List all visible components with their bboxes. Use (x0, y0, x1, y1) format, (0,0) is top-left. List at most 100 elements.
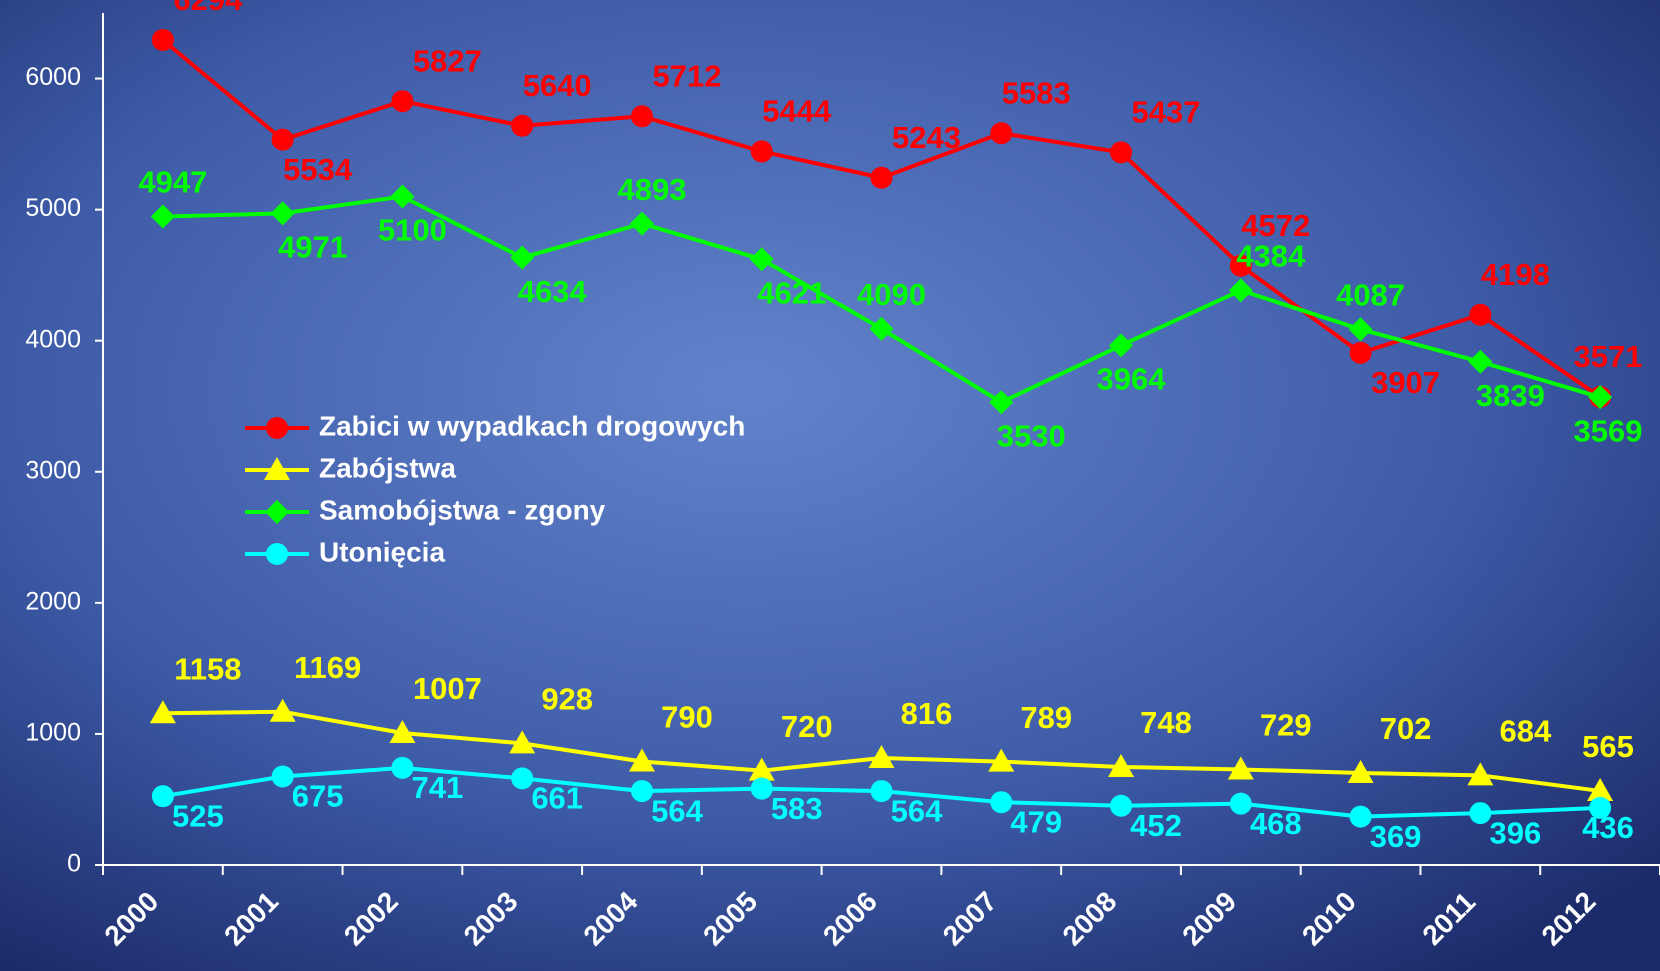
marker (511, 114, 534, 137)
marker (1110, 794, 1133, 817)
data-label: 4384 (1236, 239, 1306, 274)
legend-label: Zabici w wypadkach drogowych (319, 410, 745, 441)
data-label: 583 (771, 791, 823, 826)
data-label: 436 (1582, 810, 1634, 845)
data-label: 564 (651, 793, 703, 828)
marker (149, 700, 176, 724)
marker (1348, 317, 1373, 342)
marker (264, 457, 290, 480)
data-label: 4893 (617, 172, 686, 207)
marker (389, 720, 416, 744)
marker (629, 211, 654, 236)
marker (1587, 777, 1614, 801)
marker (750, 777, 773, 800)
data-label: 564 (891, 793, 943, 828)
data-label: 661 (531, 781, 583, 816)
data-label: 702 (1380, 711, 1432, 746)
marker (868, 745, 895, 769)
marker (630, 105, 653, 128)
data-label: 5640 (523, 68, 592, 103)
marker (1229, 254, 1252, 277)
data-label: 3569 (1574, 413, 1643, 448)
y-tick-label: 5000 (25, 194, 81, 222)
marker (1110, 141, 1133, 164)
marker (1228, 278, 1253, 303)
data-label: 6294 (173, 0, 243, 17)
data-label: 369 (1370, 819, 1422, 854)
marker (630, 780, 653, 803)
data-label: 4621 (757, 275, 826, 310)
marker (1227, 756, 1254, 780)
marker (509, 730, 536, 754)
marker (870, 166, 893, 189)
marker (1468, 349, 1493, 374)
data-label: 5712 (652, 58, 721, 93)
data-label: 684 (1499, 714, 1551, 749)
marker (1588, 385, 1613, 410)
y-tick-label: 4000 (25, 325, 81, 353)
marker (271, 128, 294, 151)
data-label: 5444 (762, 94, 832, 129)
marker (390, 184, 415, 209)
data-label: 748 (1140, 705, 1192, 740)
y-tick-label: 3000 (25, 456, 81, 484)
data-label: 790 (661, 700, 713, 735)
marker (391, 90, 414, 113)
marker (1108, 753, 1135, 777)
data-label: 5534 (283, 152, 353, 187)
data-label: 720 (781, 709, 833, 744)
marker (749, 247, 774, 272)
marker (990, 122, 1013, 145)
data-label: 3964 (1097, 362, 1167, 397)
marker (150, 204, 175, 229)
data-label: 525 (172, 798, 224, 833)
marker (1229, 792, 1252, 815)
data-label: 5100 (378, 213, 447, 248)
marker (1589, 796, 1612, 819)
data-label: 5437 (1132, 95, 1201, 130)
data-label: 4090 (857, 277, 926, 312)
marker (271, 765, 294, 788)
data-label: 4198 (1481, 257, 1550, 292)
data-label: 928 (541, 682, 593, 717)
data-label: 729 (1260, 708, 1312, 743)
data-label: 5583 (1002, 75, 1071, 110)
y-tick-label: 2000 (25, 587, 81, 615)
marker (1349, 341, 1372, 364)
marker (1109, 333, 1134, 358)
marker (870, 780, 893, 803)
data-label: 4087 (1336, 277, 1405, 312)
data-label: 675 (292, 779, 344, 814)
data-label: 468 (1250, 806, 1302, 841)
marker (628, 748, 655, 772)
data-label: 1158 (174, 651, 241, 686)
data-label: 3839 (1476, 378, 1545, 413)
data-label: 4971 (278, 230, 347, 265)
marker (269, 698, 296, 722)
marker (1469, 802, 1492, 825)
legend-label: Zabójstwa (319, 452, 456, 483)
marker (1469, 303, 1492, 326)
marker (1347, 759, 1374, 783)
marker (988, 748, 1015, 772)
data-label: 3530 (997, 418, 1066, 453)
legend-label: Samobójstwa - zgony (319, 494, 606, 525)
marker (750, 140, 773, 163)
marker (511, 767, 534, 790)
data-label: 3571 (1574, 339, 1643, 374)
data-label: 1007 (413, 671, 482, 706)
y-tick-label: 1000 (25, 719, 81, 747)
marker (1467, 762, 1494, 786)
marker (990, 791, 1013, 814)
marker (391, 756, 414, 779)
marker (151, 785, 174, 808)
data-label: 4572 (1241, 208, 1310, 243)
data-label: 479 (1010, 804, 1062, 839)
marker (748, 757, 775, 781)
y-tick-label: 6000 (25, 63, 81, 91)
marker (510, 245, 535, 270)
data-label: 816 (901, 696, 953, 731)
marker (151, 29, 174, 52)
